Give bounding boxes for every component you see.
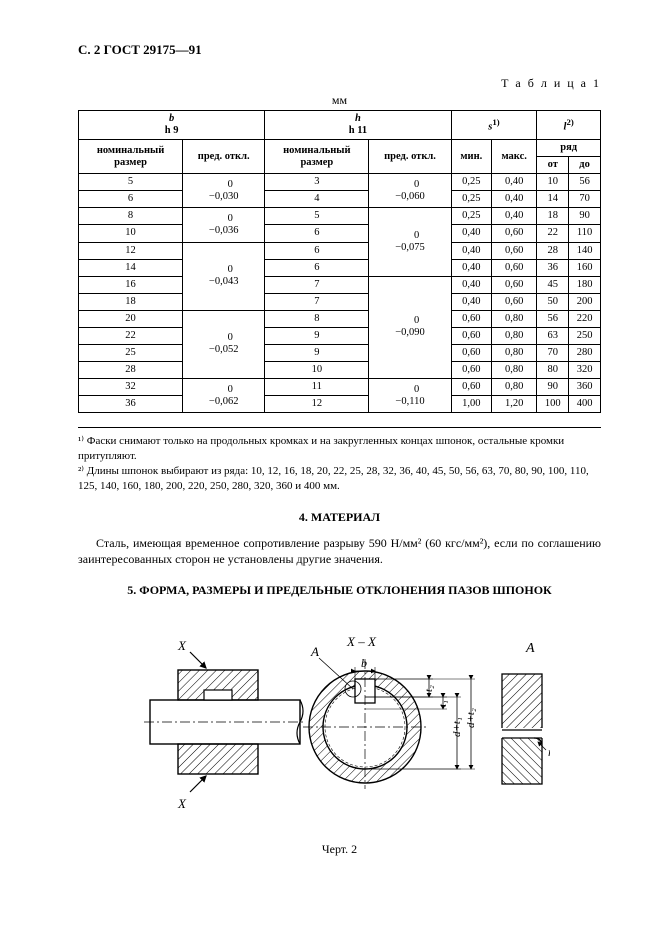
footnote-1: ¹⁾ Фаски снимают только на продольных кр…: [78, 434, 601, 464]
svg-text:X – X: X – X: [346, 634, 377, 649]
figure-caption: Черт. 2: [78, 842, 601, 857]
svg-text:b: b: [361, 656, 367, 670]
section-4-text: Сталь, имеющая временное сопротивление р…: [78, 535, 601, 567]
table-label: Т а б л и ц а 1: [78, 76, 601, 91]
separator: [78, 427, 601, 428]
svg-text:r: r: [548, 745, 550, 759]
svg-text:A: A: [525, 641, 535, 656]
table-unit: мм: [78, 93, 601, 108]
section-5-title: 5. ФОРМА, РАЗМЕРЫ И ПРЕДЕЛЬНЫЕ ОТКЛОНЕНИ…: [78, 583, 601, 598]
section-4-title: 4. МАТЕРИАЛ: [78, 510, 601, 525]
figure-2: X X X – X Ab t₂ t₁ d+t₁d+t₂ Ar Черт. 2: [78, 612, 601, 857]
footnote-2: ²⁾ Длины шпонок выбирают из ряда: 10, 12…: [78, 464, 601, 494]
page-header: С. 2 ГОСТ 29175—91: [78, 42, 601, 58]
svg-text:t₁: t₁: [437, 700, 449, 707]
svg-text:t₂: t₂: [423, 685, 435, 692]
svg-text:A: A: [310, 644, 319, 659]
svg-text:d+t₁: d+t₁: [451, 717, 463, 737]
svg-text:X: X: [177, 796, 187, 811]
dimensions-table: bh 9hh 11s1)l2)номинальныйразмерпред. от…: [78, 110, 601, 413]
svg-text:d+t₂: d+t₂: [465, 708, 477, 728]
svg-text:X: X: [177, 638, 187, 653]
